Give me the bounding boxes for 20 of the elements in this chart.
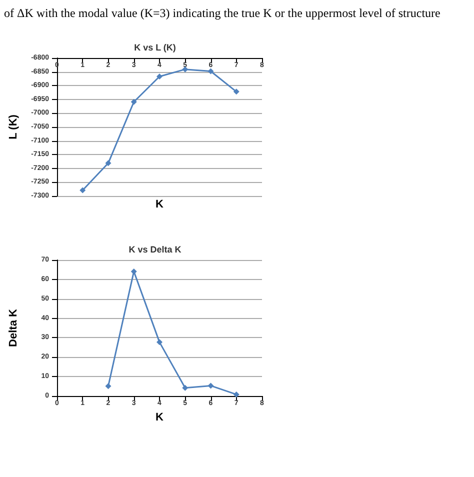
point [105,383,112,390]
chart-title: K vs L (K) [134,42,176,52]
y-axis-title: Delta K [8,309,20,347]
point [80,187,86,194]
x-axis-title: K [156,412,164,424]
point [156,339,162,346]
y-axis-title: L (K) [8,114,20,140]
point [156,73,162,80]
point [130,268,137,274]
point [233,391,240,398]
point [182,384,188,391]
point [130,98,137,105]
x-axis-title: K [156,198,164,210]
point [182,66,188,72]
point [208,68,214,74]
text: of ΔK with the modal value (K=3) indicating the true K or the uppermost level of structure [4,6,440,21]
point [208,382,214,389]
chart-title: K vs Delta K [128,244,182,254]
point [105,160,112,166]
point [233,88,240,95]
